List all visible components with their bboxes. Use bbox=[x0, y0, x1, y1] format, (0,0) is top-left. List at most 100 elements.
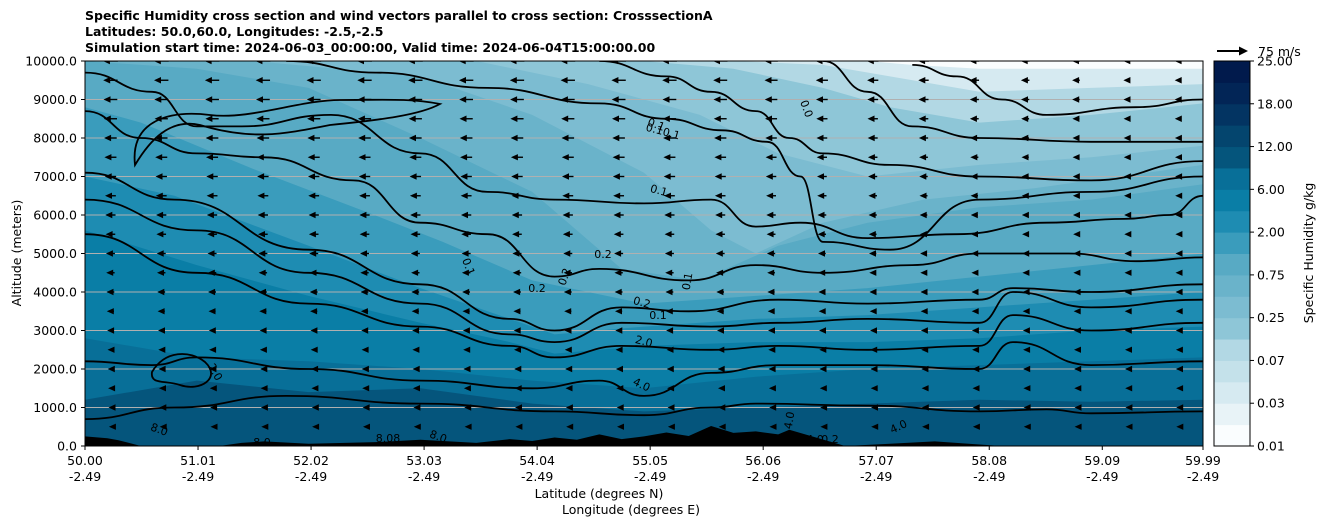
wind-arrow bbox=[1174, 134, 1182, 142]
y-tick-label: 7000.0 bbox=[33, 169, 77, 184]
wind-arrow bbox=[972, 346, 980, 353]
wind-arrow bbox=[1020, 61, 1030, 65]
wind-arrow bbox=[108, 404, 116, 411]
colorbar-tick-label: 18.00 bbox=[1257, 96, 1293, 111]
wind-arrow bbox=[311, 365, 319, 373]
wind-arrow bbox=[768, 346, 776, 353]
wind-arrow bbox=[410, 211, 421, 219]
wind-arrow bbox=[562, 211, 573, 219]
wind-arrow bbox=[155, 192, 167, 199]
wind-arrow bbox=[511, 192, 523, 199]
wind-arrow bbox=[306, 77, 321, 84]
wind-arrow bbox=[767, 288, 775, 296]
wind-arrow bbox=[460, 173, 472, 180]
wind-arrow bbox=[1072, 134, 1080, 142]
x-axis: 50.00-2.4951.01-2.4952.02-2.4953.03-2.49… bbox=[67, 446, 1221, 484]
wind-arrow bbox=[919, 192, 928, 199]
wind-arrow bbox=[358, 134, 371, 142]
wind-arrow bbox=[615, 327, 623, 334]
quiver-key-label: 75 m/s bbox=[1258, 44, 1301, 59]
wind-arrow bbox=[765, 173, 777, 180]
colorbar-tick-label: 6.00 bbox=[1257, 182, 1285, 197]
wind-arrow bbox=[769, 423, 777, 430]
contour-label: 0.1 bbox=[649, 309, 667, 322]
wind-arrow bbox=[819, 327, 826, 334]
wind-arrow bbox=[564, 308, 572, 315]
wind-arrow bbox=[612, 173, 625, 180]
wind-arrow bbox=[412, 327, 420, 334]
wind-arrow bbox=[204, 61, 220, 65]
wind-arrow bbox=[461, 231, 471, 238]
wind-arrow bbox=[411, 308, 419, 315]
wind-arrow bbox=[1021, 96, 1030, 103]
wind-arrow bbox=[308, 211, 319, 219]
contour-label: 0.1 bbox=[646, 116, 667, 134]
wind-arrow bbox=[664, 250, 674, 257]
wind-arrow bbox=[105, 231, 116, 238]
wind-arrow bbox=[565, 404, 573, 411]
wind-arrow bbox=[563, 250, 573, 257]
wind-arrow bbox=[208, 308, 216, 315]
y-tick-label: 0.0 bbox=[57, 439, 77, 454]
wind-arrow bbox=[1123, 96, 1131, 103]
wind-arrow bbox=[357, 96, 372, 103]
wind-arrow bbox=[615, 308, 623, 315]
wind-arrow bbox=[308, 192, 320, 199]
terrain bbox=[85, 426, 1203, 446]
wind-arrow bbox=[412, 365, 420, 373]
contour-label: 0.2 bbox=[594, 248, 612, 261]
wind-arrow bbox=[462, 327, 470, 334]
wind-arrow bbox=[612, 134, 625, 142]
x-tick-label-lon: -2.49 bbox=[1187, 469, 1219, 484]
colorbar-tick-label: 25.00 bbox=[1257, 54, 1293, 69]
wind-arrow bbox=[1072, 115, 1080, 122]
wind-arrow bbox=[922, 423, 930, 430]
x-axis-label-latitude: Latitude (degrees N) bbox=[535, 486, 664, 501]
wind-arrow bbox=[867, 115, 878, 122]
wind-arrow bbox=[511, 173, 523, 180]
colorbar-segment bbox=[1214, 146, 1250, 169]
wind-arrow bbox=[308, 173, 320, 180]
x-tick-label-lat: 59.09 bbox=[1084, 453, 1120, 468]
wind-arrow bbox=[1174, 77, 1182, 84]
wind-arrow bbox=[462, 308, 470, 315]
wind-arrow bbox=[461, 250, 471, 257]
x-axis-label-longitude: Longitude (degrees E) bbox=[562, 502, 700, 517]
y-tick-label: 5000.0 bbox=[33, 246, 77, 261]
wind-arrow bbox=[565, 365, 573, 373]
wind-arrow bbox=[108, 385, 116, 392]
wind-arrow bbox=[614, 250, 624, 257]
wind-arrow bbox=[306, 61, 322, 65]
wind-arrow bbox=[718, 404, 726, 411]
wind-arrow bbox=[510, 154, 523, 161]
wind-arrow bbox=[970, 211, 978, 219]
humidity-filled-contours bbox=[85, 61, 1203, 446]
wind-arrow bbox=[1175, 154, 1182, 161]
wind-arrow bbox=[716, 288, 725, 296]
wind-arrow bbox=[409, 134, 422, 142]
wind-arrow bbox=[360, 308, 369, 315]
title-line-3: Simulation start time: 2024-06-03_00:00:… bbox=[85, 40, 656, 55]
wind-arrow bbox=[921, 385, 929, 392]
wind-arrow bbox=[1074, 346, 1081, 353]
colorbar-segment bbox=[1214, 381, 1250, 404]
wind-arrow bbox=[667, 385, 675, 392]
colorbar-tick-label: 12.00 bbox=[1257, 139, 1293, 154]
wind-arrow bbox=[564, 346, 572, 353]
wind-arrow bbox=[616, 404, 624, 411]
wind-arrow bbox=[256, 134, 270, 142]
wind-arrow bbox=[157, 308, 165, 315]
wind-arrow bbox=[103, 96, 118, 103]
wind-arrow bbox=[461, 211, 472, 219]
wind-arrow bbox=[360, 288, 369, 296]
wind-arrow bbox=[209, 385, 217, 392]
x-tick-label-lon: -2.49 bbox=[747, 469, 779, 484]
wind-arrow bbox=[1023, 365, 1031, 373]
wind-arrow bbox=[206, 154, 219, 161]
wind-arrow bbox=[259, 346, 267, 353]
wind-arrow bbox=[715, 250, 725, 257]
wind-arrow bbox=[818, 308, 826, 315]
wind-arrow bbox=[818, 250, 826, 257]
wind-arrow bbox=[766, 211, 776, 219]
